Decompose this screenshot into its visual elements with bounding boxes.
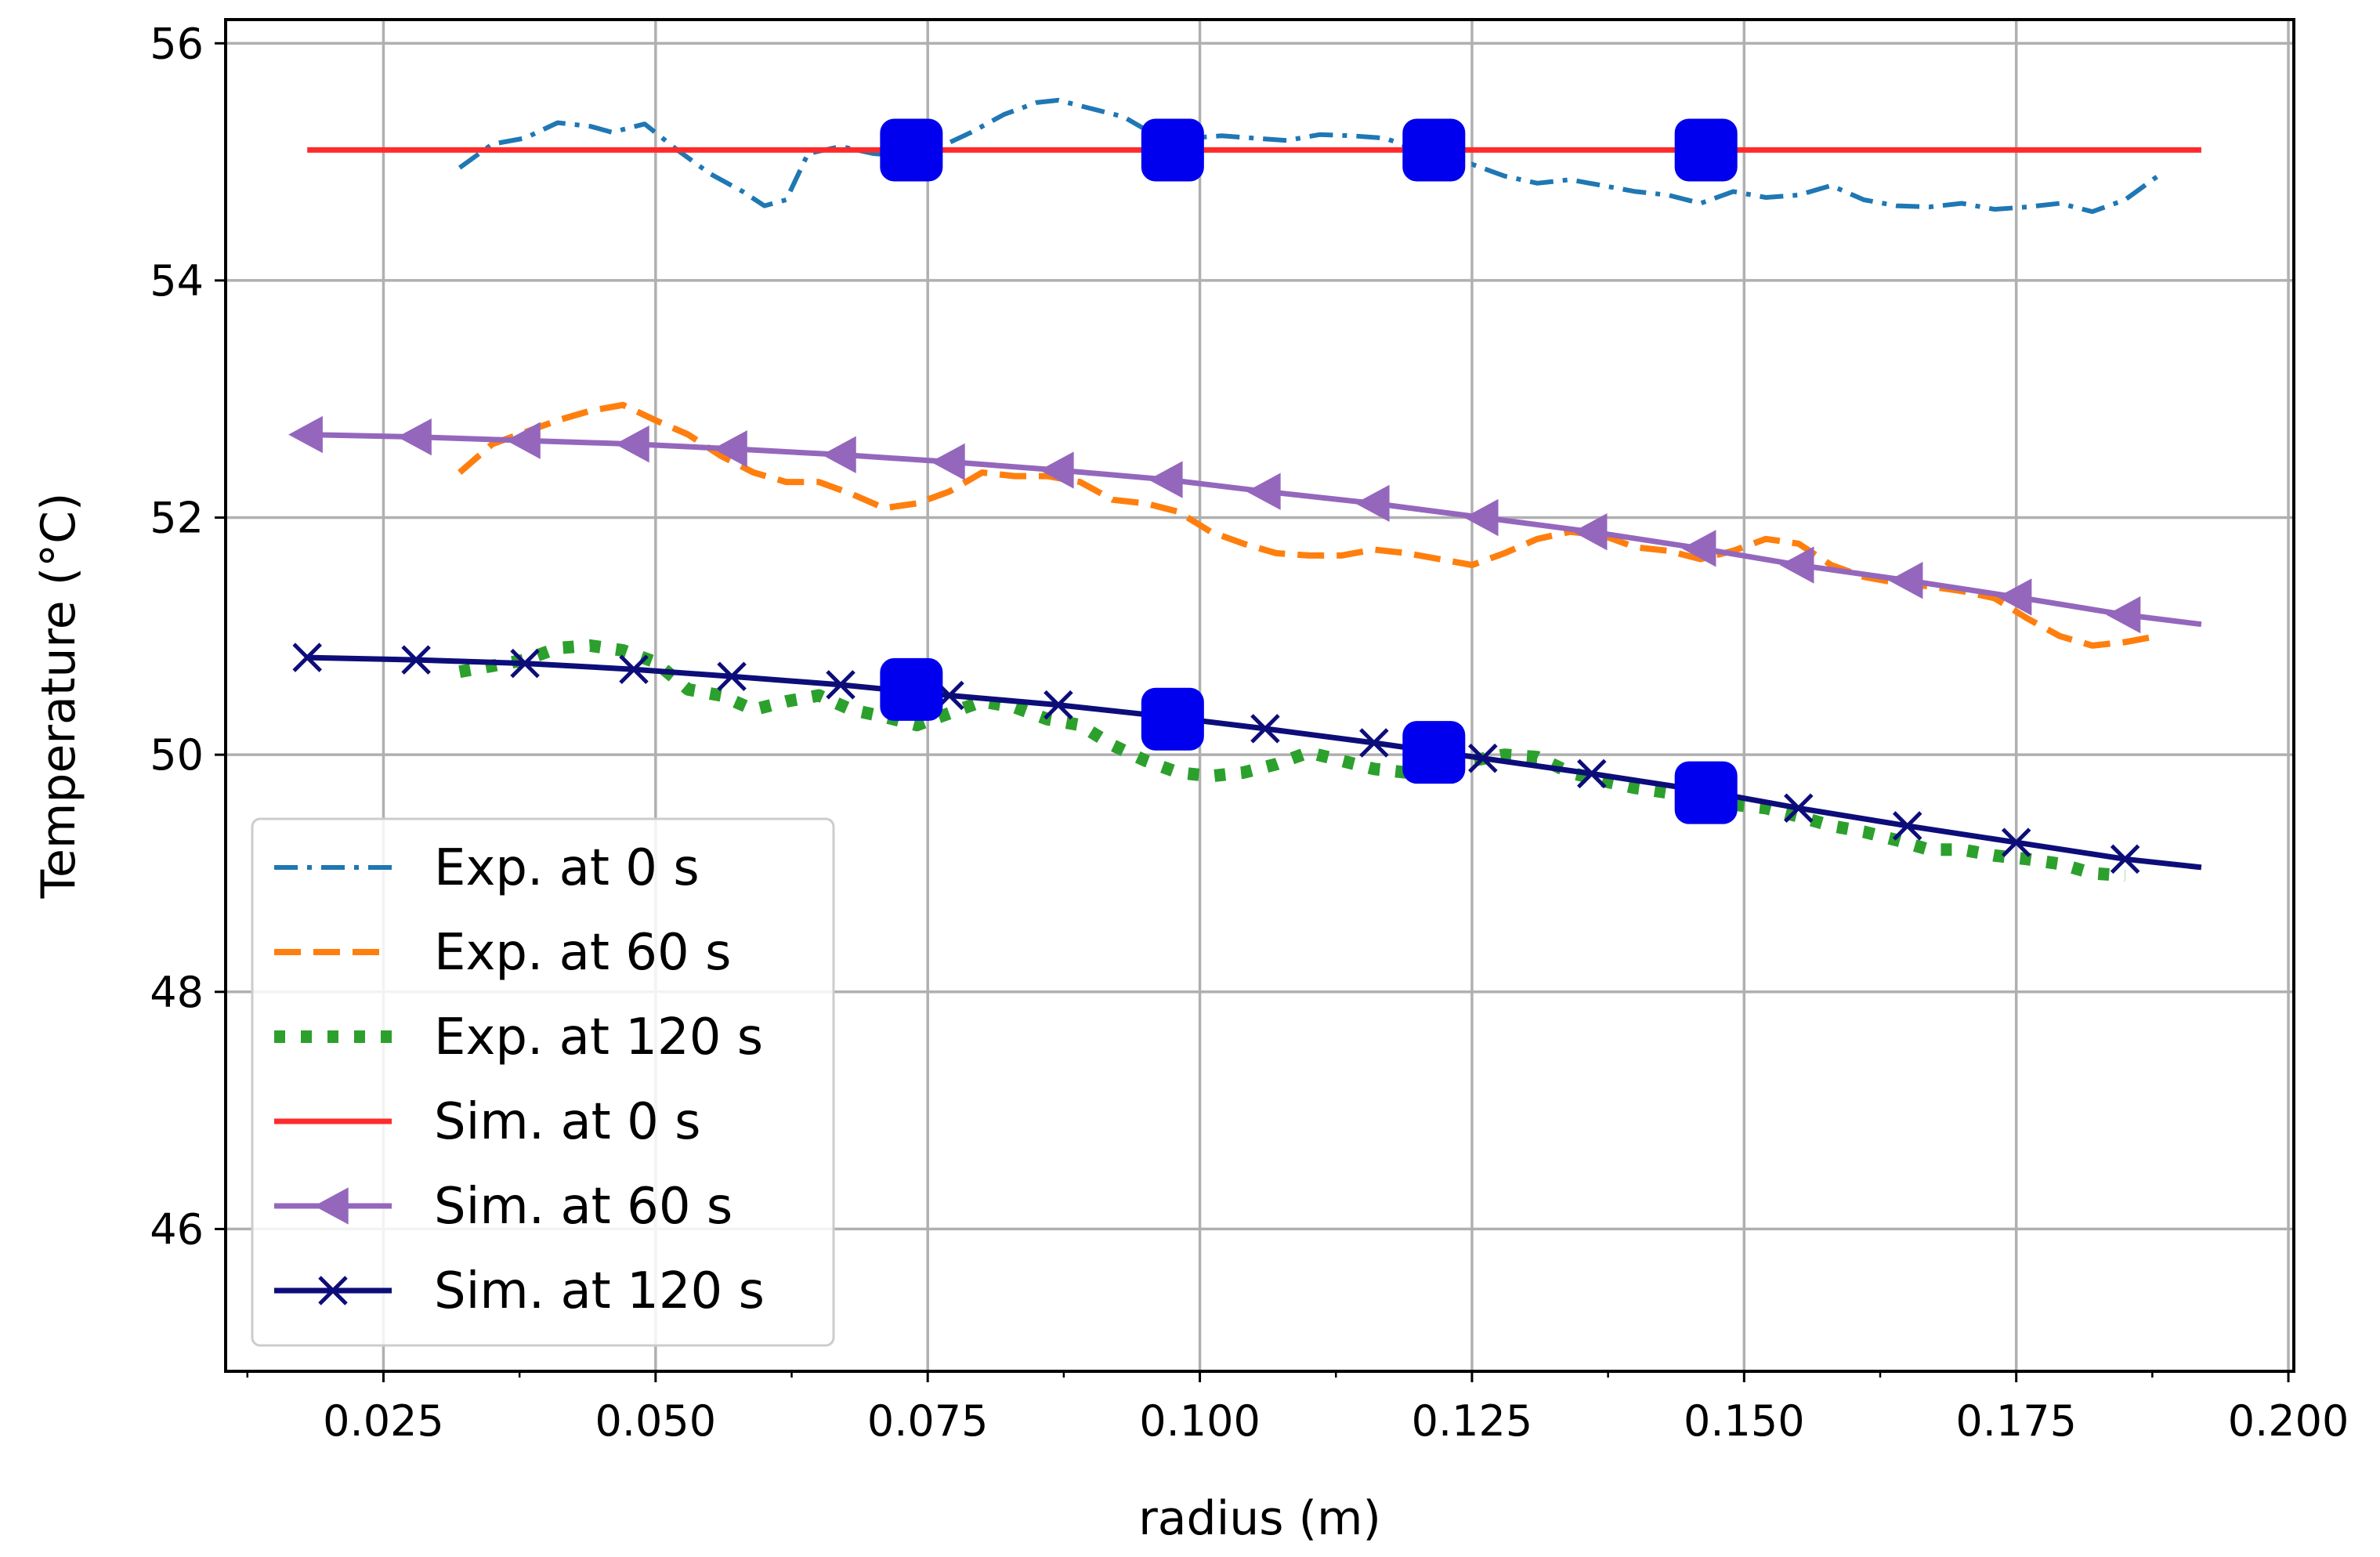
legend-item: Sim. at 0 s <box>274 1093 701 1151</box>
series-marker <box>1468 743 1498 773</box>
legend-item: Exp. at 120 s <box>274 1008 763 1066</box>
series-marker <box>2001 827 2031 857</box>
highlight-marker <box>1141 687 1204 751</box>
series-marker <box>1148 461 1183 498</box>
series-marker <box>292 643 322 672</box>
legend-item: Sim. at 120 s <box>274 1262 765 1320</box>
series-1 <box>458 401 2159 649</box>
y-axis-label-main: Temperature ( <box>31 567 86 900</box>
series-marker <box>717 661 747 692</box>
legend-label: Exp. at 0 s <box>434 839 700 897</box>
series-line <box>458 639 2126 882</box>
x-tick-label: 0.200 <box>2228 1396 2349 1446</box>
series-marker <box>1572 513 1608 551</box>
legend: Exp. at 0 s Exp. at 60 s Exp. at 120 s Sim.… <box>251 817 835 1347</box>
legend-item: Exp. at 60 s <box>274 924 731 982</box>
series-marker <box>1039 451 1074 489</box>
series-2 <box>458 639 2126 882</box>
legend-label: Sim. at 120 s <box>434 1262 765 1320</box>
series-marker <box>1997 578 2032 616</box>
series-marker <box>1784 793 1814 824</box>
highlight-marker <box>1141 118 1204 182</box>
highlight-markers <box>880 118 1738 824</box>
series-marker <box>619 654 649 684</box>
legend-item: Sim. at 60 s <box>274 1178 732 1236</box>
series-marker <box>288 415 323 454</box>
series-marker <box>614 425 649 463</box>
y-tick-label: 54 <box>150 256 204 306</box>
series-marker <box>713 430 747 468</box>
legend-label: Sim. at 0 s <box>434 1093 701 1151</box>
legend-marker <box>318 1276 348 1305</box>
legend-label: Sim. at 60 s <box>434 1178 732 1236</box>
x-tick-label: 0.075 <box>867 1396 989 1446</box>
series-marker <box>506 422 541 459</box>
highlight-marker <box>880 657 943 721</box>
series-line <box>458 97 2160 215</box>
plot-frame <box>224 18 2295 1373</box>
series-marker <box>1246 473 1281 510</box>
series-marker <box>1359 728 1389 758</box>
y-axis-label: Temperature (°C) <box>31 493 86 900</box>
highlight-marker <box>1402 721 1466 784</box>
y-tick-label: 46 <box>150 1204 204 1254</box>
y-axis-label-unit: °C) <box>31 493 86 567</box>
y-tick-label: 56 <box>150 19 204 68</box>
series-marker <box>1250 714 1280 744</box>
x-tick-label: 0.175 <box>1955 1396 2077 1446</box>
legend-label: Exp. at 60 s <box>434 924 731 982</box>
series-marker <box>826 670 855 700</box>
series-5 <box>292 643 2202 874</box>
legend-label: Exp. at 120 s <box>434 1008 763 1066</box>
series-marker <box>2110 844 2140 874</box>
series-marker <box>510 648 540 679</box>
y-tick-label: 48 <box>150 968 204 1017</box>
x-tick-label: 0.150 <box>1684 1396 1805 1446</box>
series-marker <box>1681 530 1716 567</box>
legend-items: Exp. at 0 s Exp. at 60 s Exp. at 120 s Sim.… <box>274 839 765 1320</box>
y-tick-label: 50 <box>150 730 204 780</box>
series-marker <box>1779 546 1814 584</box>
series-marker <box>401 645 431 675</box>
series-marker <box>397 418 432 456</box>
series-marker <box>1888 562 1923 599</box>
x-tick-label: 0.050 <box>595 1396 717 1446</box>
series-marker <box>2106 596 2141 634</box>
series-marker <box>1355 484 1390 523</box>
series-4 <box>288 415 2202 634</box>
y-tick-label: 52 <box>150 494 204 543</box>
highlight-marker <box>1402 118 1466 182</box>
series-marker <box>821 436 856 474</box>
highlight-marker <box>880 118 943 182</box>
series-0 <box>458 97 2160 215</box>
series-marker <box>1463 498 1499 537</box>
series-marker <box>1892 811 1922 841</box>
series-marker <box>930 443 965 481</box>
legend-item: Exp. at 0 s <box>274 839 700 897</box>
highlight-marker <box>1674 761 1738 824</box>
legend-box <box>251 817 835 1347</box>
x-tick-label: 0.025 <box>323 1396 444 1446</box>
x-tick-label: 0.100 <box>1139 1396 1261 1446</box>
x-axis-label: radius (m) <box>1138 1491 1381 1546</box>
legend-marker <box>313 1187 349 1225</box>
highlight-marker <box>1674 118 1738 182</box>
series-marker <box>1577 759 1607 789</box>
series-marker <box>1044 690 1073 720</box>
x-tick-label: 0.125 <box>1412 1396 1533 1446</box>
series-line <box>458 401 2159 649</box>
series-layer <box>288 97 2202 882</box>
ticks: 0.025 0.050 0.075 0.100 0.125 0.150 0.175 0.200… <box>150 19 2349 1446</box>
